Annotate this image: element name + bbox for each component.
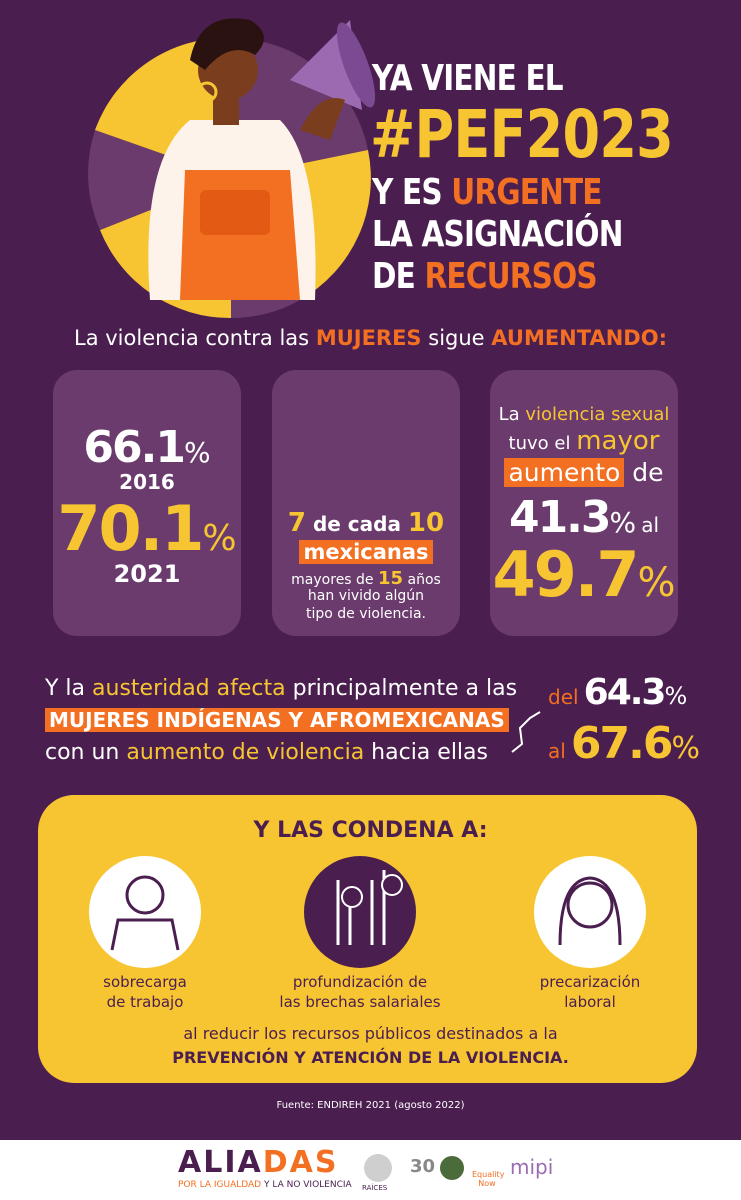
item-line: laboral (564, 993, 616, 1011)
stat-value: 7 (287, 508, 306, 538)
condena-item: profundización de las brechas salariales (260, 972, 460, 1012)
stat-text: han vivido algún (307, 588, 425, 604)
title-text: Y ES (372, 172, 443, 213)
austerity-line: MUJERES INDÍGENAS Y AFROMEXICANAS (45, 708, 509, 732)
label: del (548, 685, 579, 709)
intro-text: sigue (428, 326, 485, 350)
intro: La violencia contra las MUJERES sigue AU… (0, 326, 741, 350)
brand-part: DAS (262, 1145, 339, 1180)
stat-value: 41.3 (508, 492, 612, 543)
header-illustration (88, 18, 376, 319)
condena-title: Y LAS CONDENA A: (253, 818, 488, 843)
stat-highlight: mexicanas (299, 540, 433, 564)
stat-value: 15 (378, 568, 404, 589)
intro-highlight: AUMENTANDO: (491, 326, 667, 350)
highlight: MUJERES INDÍGENAS Y AFROMEXICANAS (45, 708, 509, 732)
austerity-line: Y la austeridad afecta principalmente a … (45, 676, 517, 701)
title-text: DE (372, 256, 416, 297)
item-line: las brechas salariales (279, 993, 441, 1011)
stat-highlight: mayor (576, 426, 660, 456)
condena-icons (89, 856, 646, 968)
stat-text: años (407, 572, 441, 588)
stat-card: 7 de cada 10 mexicanas mayores de 15 año… (272, 370, 460, 636)
source: Fuente: ENDIREH 2021 (agosto 2022) (276, 1100, 465, 1111)
stat-value: 49.7 (492, 538, 640, 611)
text: con un (45, 740, 120, 765)
brand-part: ALIA (178, 1145, 263, 1180)
intro-highlight: MUJERES (315, 326, 422, 350)
stat-unit: % (609, 506, 637, 539)
item-line: sobrecarga (103, 973, 187, 991)
condena-closing: al reducir los recursos públicos destina… (183, 1024, 558, 1043)
austerity-to: al 67.6% (548, 718, 700, 769)
text: Y la (45, 676, 86, 701)
logo: RAÍCES (362, 1184, 388, 1192)
item-line: precarización (539, 973, 641, 991)
highlight: austeridad afecta (92, 676, 286, 701)
stat-text: La (498, 404, 520, 425)
intro-text: La violencia contra las (74, 326, 310, 350)
logo: 30 (410, 1156, 436, 1177)
tagline-part: POR LA IGUALDAD (178, 1180, 262, 1190)
stat-unit: % (183, 436, 211, 469)
stat-year: 2021 (113, 560, 181, 588)
text: principalmente a las (292, 676, 518, 701)
unit: % (664, 682, 688, 710)
title-highlight: URGENTE (451, 172, 602, 213)
title-line: Y ES URGENTE (372, 172, 602, 213)
stat-text: de cada (312, 512, 401, 536)
logo-mark (364, 1154, 392, 1182)
stat-highlight: violencia sexual (525, 404, 670, 425)
stat-text: tipo de violencia. (306, 606, 426, 622)
title-line: YA VIENE EL (372, 58, 564, 99)
condena-item: precarización laboral (490, 972, 690, 1012)
logo: Equality Now (472, 1170, 505, 1188)
title-line: DE RECURSOS (372, 256, 598, 297)
stat-unit: % (637, 560, 676, 606)
logo-mark (440, 1156, 464, 1180)
stat-highlight: aumento (504, 458, 625, 487)
text: hacia ellas (371, 740, 488, 765)
item-line: de trabajo (106, 993, 184, 1011)
value: 64.3 (583, 672, 667, 713)
item-line: profundización de (292, 973, 428, 991)
title-highlight: RECURSOS (424, 256, 598, 297)
unit: % (671, 731, 700, 766)
highlight: aumento de violencia (126, 740, 365, 765)
value: 67.6 (570, 718, 674, 769)
stat-unit: % (202, 518, 237, 559)
stat-value: 66.1 (83, 422, 186, 473)
stat-value: 70.1 (57, 492, 204, 565)
stat-text: al (641, 513, 660, 537)
trend-arrow (511, 711, 541, 753)
stat-card: 66.1% 2016 70.1% 2021 (53, 370, 241, 636)
brand: ALIADAS (178, 1145, 338, 1180)
stat-card: La violencia sexual tuvo el mayor aument… (490, 370, 678, 636)
title-hashtag: #PEF2023 (370, 96, 674, 173)
stat-text: de (632, 458, 664, 487)
austerity-from: del 64.3% (548, 672, 687, 713)
tagline-part: Y LA NO VIOLENCIA (263, 1180, 352, 1190)
stat-value: 10 (407, 508, 445, 538)
logo: mipi (510, 1155, 554, 1179)
condena-item: sobrecarga de trabajo (45, 972, 245, 1012)
stat-year: 2016 (119, 470, 175, 494)
condena-closing: PREVENCIÓN Y ATENCIÓN DE LA VIOLENCIA. (172, 1048, 569, 1067)
title-line: LA ASIGNACIÓN (372, 214, 623, 255)
stat-text: mayores de (291, 572, 374, 588)
austerity-line: con un aumento de violencia hacia ellas (45, 740, 488, 765)
label: al (548, 739, 566, 763)
stat-text: tuvo el (508, 433, 571, 454)
tagline: POR LA IGUALDAD Y LA NO VIOLENCIA (178, 1180, 352, 1190)
